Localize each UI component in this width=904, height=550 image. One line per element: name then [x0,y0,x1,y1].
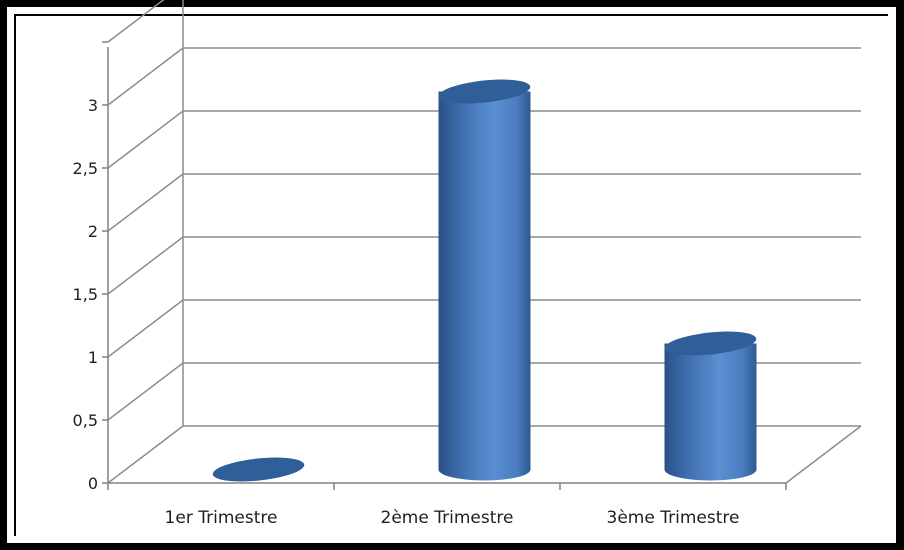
bar-cylinder-top [438,79,531,104]
y-tick-label: 2 [88,222,98,241]
chart-inner-border [14,14,888,536]
gridline-side [107,173,184,232]
bars [212,79,757,482]
y-tick-label: 0 [88,474,98,493]
bar-cylinder-body [664,343,757,481]
y-tick-label: 1,5 [73,285,98,304]
gridline-side [107,299,184,358]
gridline-side [107,236,184,295]
bar-cylinder-body [438,91,531,481]
bar-cylinder [664,331,757,481]
x-axis-category-labels: 1er Trimestre 2ème Trimestre 3ème Trimestr… [165,508,740,528]
gridline-side [107,110,184,169]
gridline-side [107,425,184,484]
y-tick-label: 0,5 [73,411,98,430]
bar-cylinder-top [212,457,305,482]
gridline-side [107,0,165,43]
y-tick-label: 1 [88,348,98,367]
bar-cylinder-top [664,331,757,356]
y-axis-tick-labels: 0 0,5 1 1,5 2 2,5 3 [73,96,98,493]
x-category-label: 3ème Trimestre [607,508,740,528]
gridline-side [107,47,184,106]
chart-walls [107,0,862,484]
gridline-side [107,362,184,421]
y-tick-label: 3 [88,96,98,115]
x-category-label: 1er Trimestre [165,508,278,528]
bar-cylinder [438,79,531,481]
bar-cylinder [212,457,305,482]
x-category-label: 2ème Trimestre [381,508,514,528]
y-tick-label: 2,5 [73,159,98,178]
floor-right-edge [785,425,862,484]
